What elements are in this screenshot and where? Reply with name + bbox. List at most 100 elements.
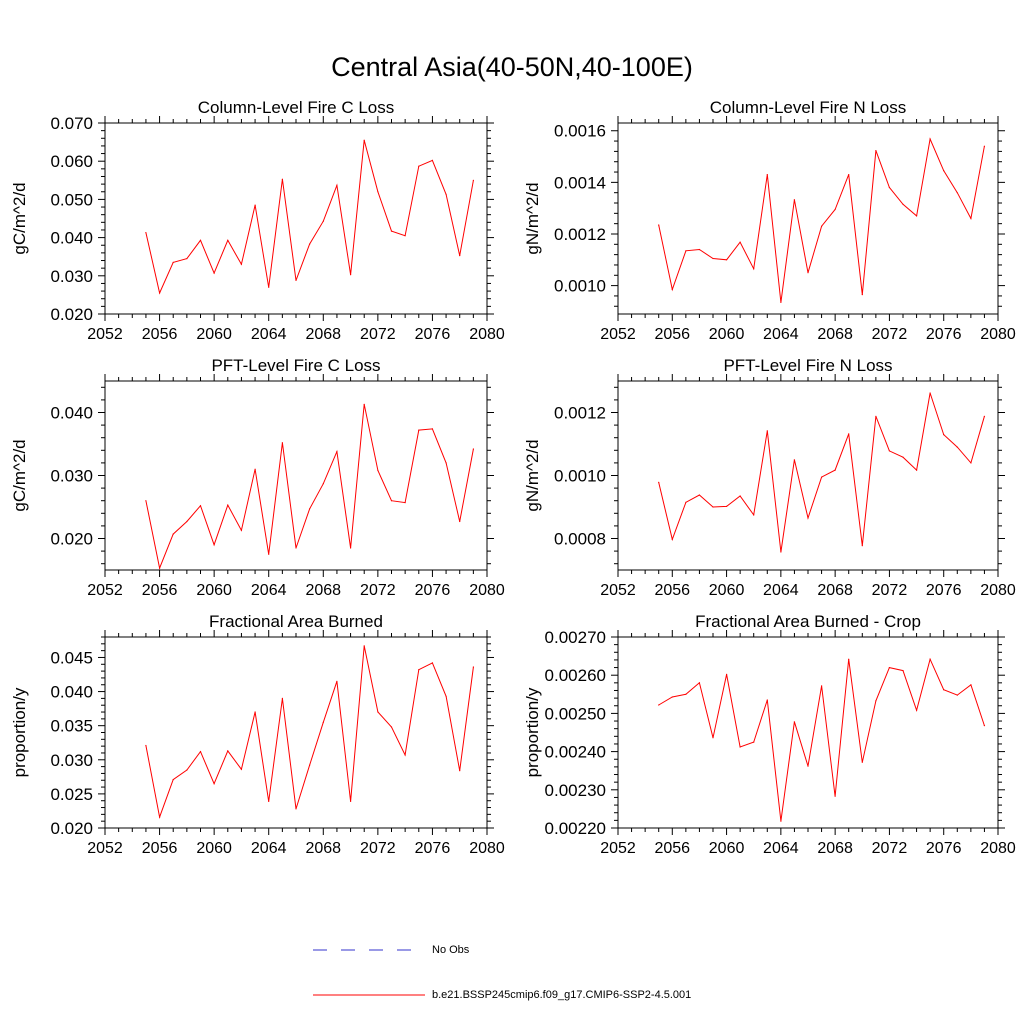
x-tick-label: 2052: [600, 326, 636, 343]
legend-label-no-obs: No Obs: [432, 944, 470, 956]
data-point: [875, 700, 877, 702]
y-axis-label: gN/m^2/d: [523, 182, 542, 254]
x-tick-label: 2052: [87, 840, 123, 857]
x-tick-label: 2064: [763, 582, 799, 599]
panel-title: Fractional Area Burned: [209, 612, 383, 631]
data-point: [363, 645, 365, 647]
plot-frame: [104, 380, 488, 571]
y-axis-label: gC/m^2/d: [10, 439, 29, 511]
data-point: [350, 274, 352, 276]
x-tick-label: 2076: [926, 582, 962, 599]
x-tick-label: 2060: [196, 326, 232, 343]
data-point: [943, 689, 945, 691]
data-point: [295, 808, 297, 810]
y-tick-label: 0.045: [50, 648, 93, 667]
x-tick-label: 2056: [142, 840, 178, 857]
plot-frame: [617, 636, 999, 829]
data-point: [793, 199, 796, 201]
data-point: [240, 529, 242, 531]
data-point: [848, 433, 850, 435]
x-tick-label: 2060: [709, 840, 745, 857]
data-point: [309, 243, 311, 245]
data-point: [834, 469, 836, 471]
y-tick-label: 0.060: [50, 152, 93, 171]
data-point: [281, 697, 283, 700]
data-point: [875, 415, 877, 417]
x-tick-label: 2064: [251, 582, 287, 599]
legend: No Obs b.e21.BSSP245cmip6.f09_g17.CMIP6-…: [313, 944, 691, 1001]
data-point: [445, 695, 447, 697]
data-point: [821, 476, 823, 478]
data-point: [970, 684, 972, 686]
data-point: [685, 693, 687, 695]
data-point: [902, 456, 904, 458]
y-axis-label: proportion/y: [523, 687, 542, 777]
y-tick-label: 0.020: [50, 819, 93, 838]
panel-1: Column-Level Fire C Loss gC/m^2/d 2052 2056…: [10, 98, 505, 343]
data-point: [698, 682, 701, 684]
y-axis-label: gN/m^2/d: [523, 439, 542, 511]
data-point: [336, 184, 338, 186]
data-point: [658, 224, 660, 226]
x-tick-label: 2080: [980, 326, 1016, 343]
data-point: [780, 551, 782, 553]
data-point: [712, 257, 714, 260]
data-point: [268, 553, 270, 555]
x-tick-label: 2064: [763, 326, 799, 343]
x-tick-label: 2068: [305, 840, 341, 857]
data-point: [970, 217, 972, 220]
panel-4: PFT-Level Fire N Loss gN/m^2/d 2052 2056 206…: [523, 356, 1016, 599]
data-point: [739, 241, 741, 243]
panel-title: Column-Level Fire C Loss: [198, 98, 395, 117]
data-point: [322, 483, 324, 485]
x-tick-label: 2068: [817, 840, 853, 857]
panel-6: Fractional Area Burned - Crop proportion/…: [523, 612, 1016, 857]
data-point: [943, 434, 945, 436]
data-point: [336, 451, 338, 453]
x-tick-label: 2052: [87, 582, 123, 599]
data-point: [145, 500, 147, 502]
panels: Column-Level Fire C Loss gC/m^2/d 2052 2056…: [10, 98, 1016, 857]
x-tick-label: 2072: [360, 326, 396, 343]
y-tick-label: 0.030: [50, 267, 93, 286]
panel-3: PFT-Level Fire C Loss gC/m^2/d 2052 2056 206…: [10, 356, 505, 599]
data-point: [766, 174, 768, 176]
y-tick-label: 0.0014: [554, 173, 606, 192]
data-point: [916, 215, 918, 217]
data-point: [807, 765, 809, 767]
data-point: [309, 508, 311, 510]
data-point: [983, 145, 986, 147]
series-line: [145, 404, 474, 570]
data-point: [848, 658, 850, 660]
y-tick-label: 0.0012: [554, 225, 606, 244]
data-point: [431, 428, 433, 430]
data-point: [227, 239, 229, 241]
data-point: [902, 203, 904, 205]
x-tick-label: 2056: [654, 582, 690, 599]
data-point: [159, 292, 161, 294]
data-point: [807, 272, 809, 274]
data-point: [807, 517, 809, 519]
data-point: [739, 495, 741, 497]
data-point: [658, 481, 660, 483]
x-tick-label: 2056: [654, 840, 690, 857]
data-point: [445, 193, 447, 195]
panel-2: Column-Level Fire N Loss gN/m^2/d 2052 2056…: [523, 98, 1016, 343]
data-point: [671, 288, 673, 291]
series-line: [658, 392, 985, 553]
x-tick-label: 2064: [763, 840, 799, 857]
data-point: [861, 294, 863, 296]
figure-title: Central Asia(40-50N,40-100E): [331, 52, 693, 82]
series-line: [145, 140, 474, 295]
data-point: [213, 544, 215, 546]
y-tick-label: 0.00230: [545, 781, 606, 800]
data-point: [254, 468, 256, 470]
x-tick-label: 2052: [600, 582, 636, 599]
y-tick-label: 0.00240: [545, 743, 606, 762]
data-point: [929, 658, 931, 660]
data-point: [240, 263, 242, 265]
data-point: [766, 699, 768, 701]
plot-frame: [617, 380, 999, 571]
data-point: [172, 533, 174, 535]
x-tick-label: 2080: [469, 326, 505, 343]
